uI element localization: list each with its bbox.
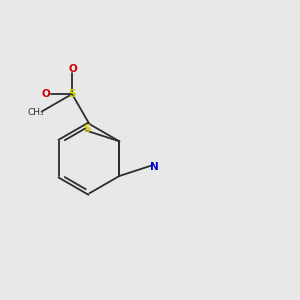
Text: S: S [83,124,91,134]
Text: O: O [42,89,50,99]
Text: S: S [68,89,76,99]
Text: N: N [150,162,158,172]
Text: O: O [68,64,77,74]
Text: CH₃: CH₃ [28,107,44,116]
